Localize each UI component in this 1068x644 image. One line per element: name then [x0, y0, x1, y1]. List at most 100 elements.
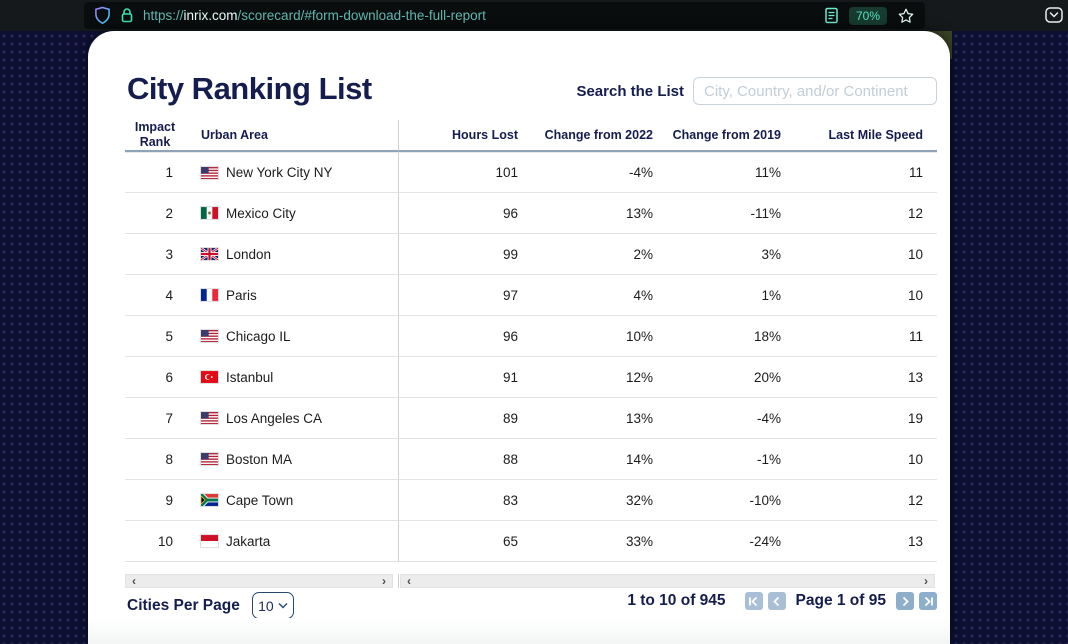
urban-area-cell: Cape Town [185, 480, 398, 521]
cities-per-page-value: 10 [258, 597, 274, 614]
flag-icon-za [201, 494, 218, 506]
urban-area-cell: New York City NY [185, 152, 398, 193]
rank-cell: 7 [125, 398, 185, 439]
flag-icon-us [201, 453, 218, 465]
hours-lost-cell: 97 [398, 275, 523, 316]
table-row: 5 Chicago IL 96 10% 18% 11 [125, 316, 937, 357]
rank-cell: 2 [125, 193, 185, 234]
zoom-level-badge[interactable]: 70% [848, 6, 887, 25]
lock-icon[interactable] [120, 7, 134, 24]
page-title: City Ranking List [127, 71, 372, 106]
shield-icon[interactable] [94, 6, 111, 25]
page-indicator-text: Page 1 of 95 [795, 592, 886, 609]
search-row: Search the List [576, 77, 937, 105]
city-ranking-table: Impact Rank Urban Area Hours Lost Change… [125, 120, 937, 562]
city-name: Chicago IL [226, 328, 291, 344]
reader-mode-icon[interactable] [824, 7, 839, 24]
scroll-right-icon[interactable]: › [924, 574, 928, 588]
rank-cell: 3 [125, 234, 185, 275]
change-from-2022-cell: 2% [523, 234, 658, 275]
rank-cell: 10 [125, 521, 185, 562]
page-card: City Ranking List Search the List Impact… [88, 31, 950, 644]
change-from-2019-cell: -24% [658, 521, 793, 562]
flag-icon-us [201, 412, 218, 424]
hours-lost-cell: 96 [398, 193, 523, 234]
url-text: https://inrix.com/scorecard/#form-downlo… [143, 8, 486, 23]
rank-cell: 1 [125, 152, 185, 193]
rank-cell: 6 [125, 357, 185, 398]
horizontal-scrollbar-right[interactable]: ‹ › [400, 574, 935, 588]
previous-page-button[interactable] [767, 592, 786, 610]
column-header-change-from-2019: Change from 2019 [658, 120, 793, 152]
search-label: Search the List [576, 82, 684, 100]
browser-toolbar: https://inrix.com/scorecard/#form-downlo… [0, 0, 1068, 31]
urban-area-cell: Jakarta [185, 521, 398, 562]
last-mile-speed-cell: 11 [793, 316, 937, 357]
table-row: 6 Istanbul 91 12% 20% 13 [125, 357, 937, 398]
chevron-first-icon [749, 596, 758, 606]
pocket-icon[interactable] [1044, 5, 1064, 30]
search-input[interactable] [693, 77, 937, 105]
flag-icon-tr [201, 371, 218, 383]
table-body: 1 New York City NY 101 -4% 11% 11 2 Mexico City… [125, 152, 937, 562]
last-mile-speed-cell: 10 [793, 275, 937, 316]
column-divider [398, 574, 399, 588]
hours-lost-cell: 65 [398, 521, 523, 562]
change-from-2022-cell: -4% [523, 152, 658, 193]
urban-area-cell: Istanbul [185, 357, 398, 398]
change-from-2019-cell: -1% [658, 439, 793, 480]
flag-icon-id [201, 535, 218, 547]
city-name: New York City NY [226, 165, 333, 180]
scroll-right-icon[interactable]: › [382, 574, 386, 588]
rank-cell: 4 [125, 275, 185, 316]
change-from-2019-cell: 20% [658, 357, 793, 398]
scroll-left-icon[interactable]: ‹ [132, 574, 136, 588]
table-header-row: Impact Rank Urban Area Hours Lost Change… [125, 120, 937, 152]
rank-cell: 5 [125, 316, 185, 357]
hours-lost-cell: 99 [398, 234, 523, 275]
city-name: Mexico City [226, 205, 296, 221]
change-from-2019-cell: 11% [658, 152, 793, 193]
urban-area-cell: London [185, 234, 398, 275]
last-mile-speed-cell: 11 [793, 152, 937, 193]
chevron-left-icon [773, 596, 780, 606]
pagination: 1 to 10 of 945 Page 1 of 95 [627, 592, 937, 610]
change-from-2019-cell: -11% [658, 193, 793, 234]
scroll-left-icon[interactable]: ‹ [407, 574, 411, 588]
bookmark-star-icon[interactable] [897, 7, 915, 25]
urban-area-cell: Mexico City [185, 193, 398, 234]
last-mile-speed-cell: 19 [793, 398, 937, 439]
last-mile-speed-cell: 12 [793, 480, 937, 521]
table-row: 3 London 99 2% 3% 10 [125, 234, 937, 275]
urban-area-cell: Chicago IL [185, 316, 398, 357]
url-protocol: https:// [143, 8, 184, 23]
last-mile-speed-cell: 12 [793, 193, 937, 234]
column-header-hours-lost: Hours Lost [398, 120, 523, 152]
cities-per-page-select[interactable]: 10 [251, 592, 294, 619]
change-from-2019-cell: 3% [658, 234, 793, 275]
url-bar[interactable]: https://inrix.com/scorecard/#form-downlo… [84, 2, 925, 29]
urban-area-cell: Los Angeles CA [185, 398, 398, 439]
urban-area-cell: Boston MA [185, 439, 398, 480]
change-from-2022-cell: 13% [523, 193, 658, 234]
first-page-button[interactable] [744, 592, 763, 610]
hours-lost-cell: 89 [398, 398, 523, 439]
last-page-button[interactable] [919, 592, 937, 610]
flag-icon-us [201, 330, 218, 342]
change-from-2022-cell: 33% [523, 521, 658, 562]
table-row: 4 Paris 97 4% 1% 10 [125, 275, 937, 316]
column-header-change-from-2022: Change from 2022 [523, 120, 658, 152]
table-row: 2 Mexico City 96 13% -11% 12 [125, 193, 937, 234]
next-page-button[interactable] [896, 592, 914, 610]
flag-icon-us [201, 166, 218, 179]
flag-icon-gb [201, 248, 218, 260]
change-from-2022-cell: 10% [523, 316, 658, 357]
column-header-impact-rank: Impact Rank [125, 120, 185, 152]
flag-icon-mx [201, 207, 218, 219]
horizontal-scrollbar-left[interactable]: ‹ › [125, 574, 393, 588]
hours-lost-cell: 96 [398, 316, 523, 357]
city-name: Istanbul [226, 369, 274, 385]
city-name: Los Angeles CA [226, 410, 323, 426]
last-mile-speed-cell: 10 [793, 439, 937, 480]
